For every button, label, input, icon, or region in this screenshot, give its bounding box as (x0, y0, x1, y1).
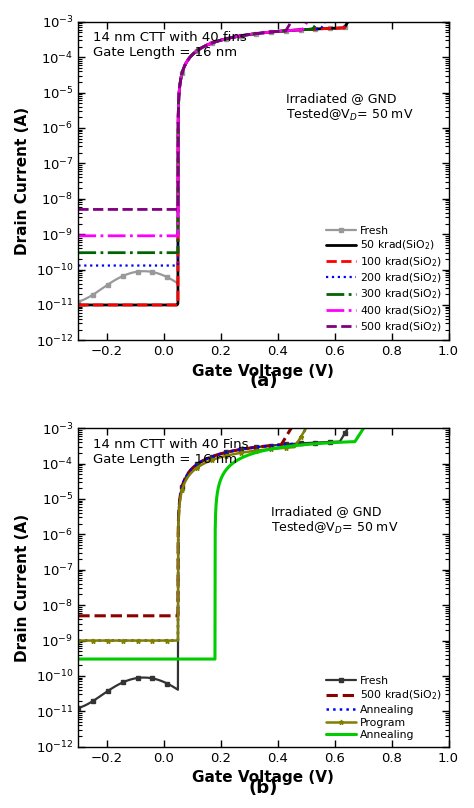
500 krad(SiO$_2$) (140, 611, 146, 621)
200 krad(SiO$_2$) (75, 261, 81, 271)
Line: Fresh: Fresh (77, 0, 450, 304)
Fresh (218, 36, 223, 45)
50 krad(SiO$_2$) (140, 300, 146, 309)
Fresh (75, 297, 81, 306)
Program (218, 452, 223, 462)
300 krad(SiO$_2$) (234, 32, 239, 41)
Line: Fresh: Fresh (77, 260, 450, 709)
Line: 300 krad(SiO$_2$): 300 krad(SiO$_2$) (78, 0, 448, 253)
Line: 200 krad(SiO$_2$): 200 krad(SiO$_2$) (78, 0, 448, 266)
Line: Program: Program (76, 190, 451, 643)
500 krad(SiO$_2$) (218, 36, 223, 45)
Text: 14 nm CTT with 40 fins
Gate Length = 16 nm: 14 nm CTT with 40 fins Gate Length = 16 … (93, 32, 247, 59)
Annealing (446, 187, 451, 197)
Fresh (218, 449, 223, 459)
Text: Irradiated @ GND
Tested@V$_{D}$= 50 mV: Irradiated @ GND Tested@V$_{D}$= 50 mV (286, 92, 413, 124)
Annealing (234, 445, 239, 455)
Annealing (438, 303, 444, 313)
Annealing (118, 654, 123, 664)
Fresh (75, 703, 81, 713)
500 krad(SiO$_2$) (75, 611, 81, 621)
500 krad(SiO$_2$) (218, 449, 223, 459)
400 krad(SiO$_2$) (234, 32, 239, 41)
Program (438, 200, 444, 209)
Legend: Fresh, 50 krad(SiO$_2$), 100 krad(SiO$_2$), 200 krad(SiO$_2$), 300 krad(SiO$_2$): Fresh, 50 krad(SiO$_2$), 100 krad(SiO$_2… (324, 225, 443, 335)
500 krad(SiO$_2$) (234, 32, 239, 41)
100 krad(SiO$_2$) (218, 36, 223, 45)
500 krad(SiO$_2$) (234, 445, 239, 455)
200 krad(SiO$_2$) (140, 261, 146, 271)
Line: 50 krad(SiO$_2$): 50 krad(SiO$_2$) (78, 0, 448, 305)
Line: Annealing: Annealing (78, 192, 448, 641)
Program (399, 266, 404, 276)
Text: 14 nm CTT with 40 Fins
Gate Length = 16 nm: 14 nm CTT with 40 Fins Gate Length = 16 … (93, 438, 249, 465)
Annealing (118, 636, 123, 646)
Program (118, 636, 123, 646)
500 krad(SiO$_2$) (75, 204, 81, 214)
Line: 400 krad(SiO$_2$): 400 krad(SiO$_2$) (78, 0, 448, 236)
500 krad(SiO$_2$) (399, 241, 404, 250)
200 krad(SiO$_2$) (234, 32, 239, 41)
Y-axis label: Drain Current (A): Drain Current (A) (15, 513, 30, 662)
400 krad(SiO$_2$) (118, 231, 123, 241)
Annealing (446, 292, 451, 301)
Annealing (438, 200, 444, 209)
Fresh (118, 272, 123, 282)
400 krad(SiO$_2$) (140, 231, 146, 241)
Program (446, 187, 451, 197)
Annealing (399, 266, 404, 276)
500 krad(SiO$_2$) (446, 162, 451, 172)
500 krad(SiO$_2$) (118, 611, 123, 621)
300 krad(SiO$_2$) (118, 248, 123, 258)
Annealing (218, 476, 223, 486)
100 krad(SiO$_2$) (234, 32, 239, 41)
Fresh (118, 679, 123, 688)
Text: Irradiated @ GND
Tested@V$_{D}$= 50 mV: Irradiated @ GND Tested@V$_{D}$= 50 mV (271, 505, 398, 537)
500 krad(SiO$_2$) (438, 175, 444, 184)
100 krad(SiO$_2$) (75, 300, 81, 309)
Annealing (234, 456, 239, 465)
Annealing (75, 636, 81, 646)
Annealing (399, 364, 404, 374)
X-axis label: Gate Voltage (V): Gate Voltage (V) (192, 364, 334, 379)
500 krad(SiO$_2$) (140, 204, 146, 214)
Text: (a): (a) (249, 372, 278, 390)
X-axis label: Gate Voltage (V): Gate Voltage (V) (192, 770, 334, 785)
Fresh (438, 269, 444, 279)
Annealing (140, 654, 146, 664)
50 krad(SiO$_2$) (234, 32, 239, 41)
50 krad(SiO$_2$) (218, 36, 223, 45)
Fresh (234, 32, 239, 41)
Line: 500 krad(SiO$_2$): 500 krad(SiO$_2$) (78, 167, 448, 616)
Annealing (218, 449, 223, 459)
300 krad(SiO$_2$) (140, 248, 146, 258)
Fresh (140, 673, 146, 683)
Y-axis label: Drain Current (A): Drain Current (A) (15, 107, 30, 255)
500 krad(SiO$_2$) (118, 204, 123, 214)
Fresh (140, 267, 146, 276)
Annealing (75, 654, 81, 664)
300 krad(SiO$_2$) (75, 248, 81, 258)
200 krad(SiO$_2$) (118, 261, 123, 271)
Program (140, 636, 146, 646)
Fresh (399, 335, 404, 344)
100 krad(SiO$_2$) (118, 300, 123, 309)
50 krad(SiO$_2$) (118, 300, 123, 309)
400 krad(SiO$_2$) (75, 231, 81, 241)
400 krad(SiO$_2$) (218, 36, 223, 45)
Annealing (140, 636, 146, 646)
300 krad(SiO$_2$) (218, 36, 223, 45)
Program (234, 448, 239, 458)
Line: 100 krad(SiO$_2$): 100 krad(SiO$_2$) (78, 0, 448, 305)
Program (75, 636, 81, 646)
Fresh (234, 445, 239, 455)
Line: 500 krad(SiO$_2$): 500 krad(SiO$_2$) (78, 0, 448, 209)
Line: Annealing: Annealing (78, 297, 448, 659)
Fresh (446, 257, 451, 267)
Legend: Fresh, 500 krad(SiO$_2$), Annealing, Program, Annealing: Fresh, 500 krad(SiO$_2$), Annealing, Pro… (324, 675, 443, 741)
Text: (b): (b) (249, 779, 278, 797)
50 krad(SiO$_2$) (75, 300, 81, 309)
200 krad(SiO$_2$) (218, 36, 223, 45)
100 krad(SiO$_2$) (140, 300, 146, 309)
